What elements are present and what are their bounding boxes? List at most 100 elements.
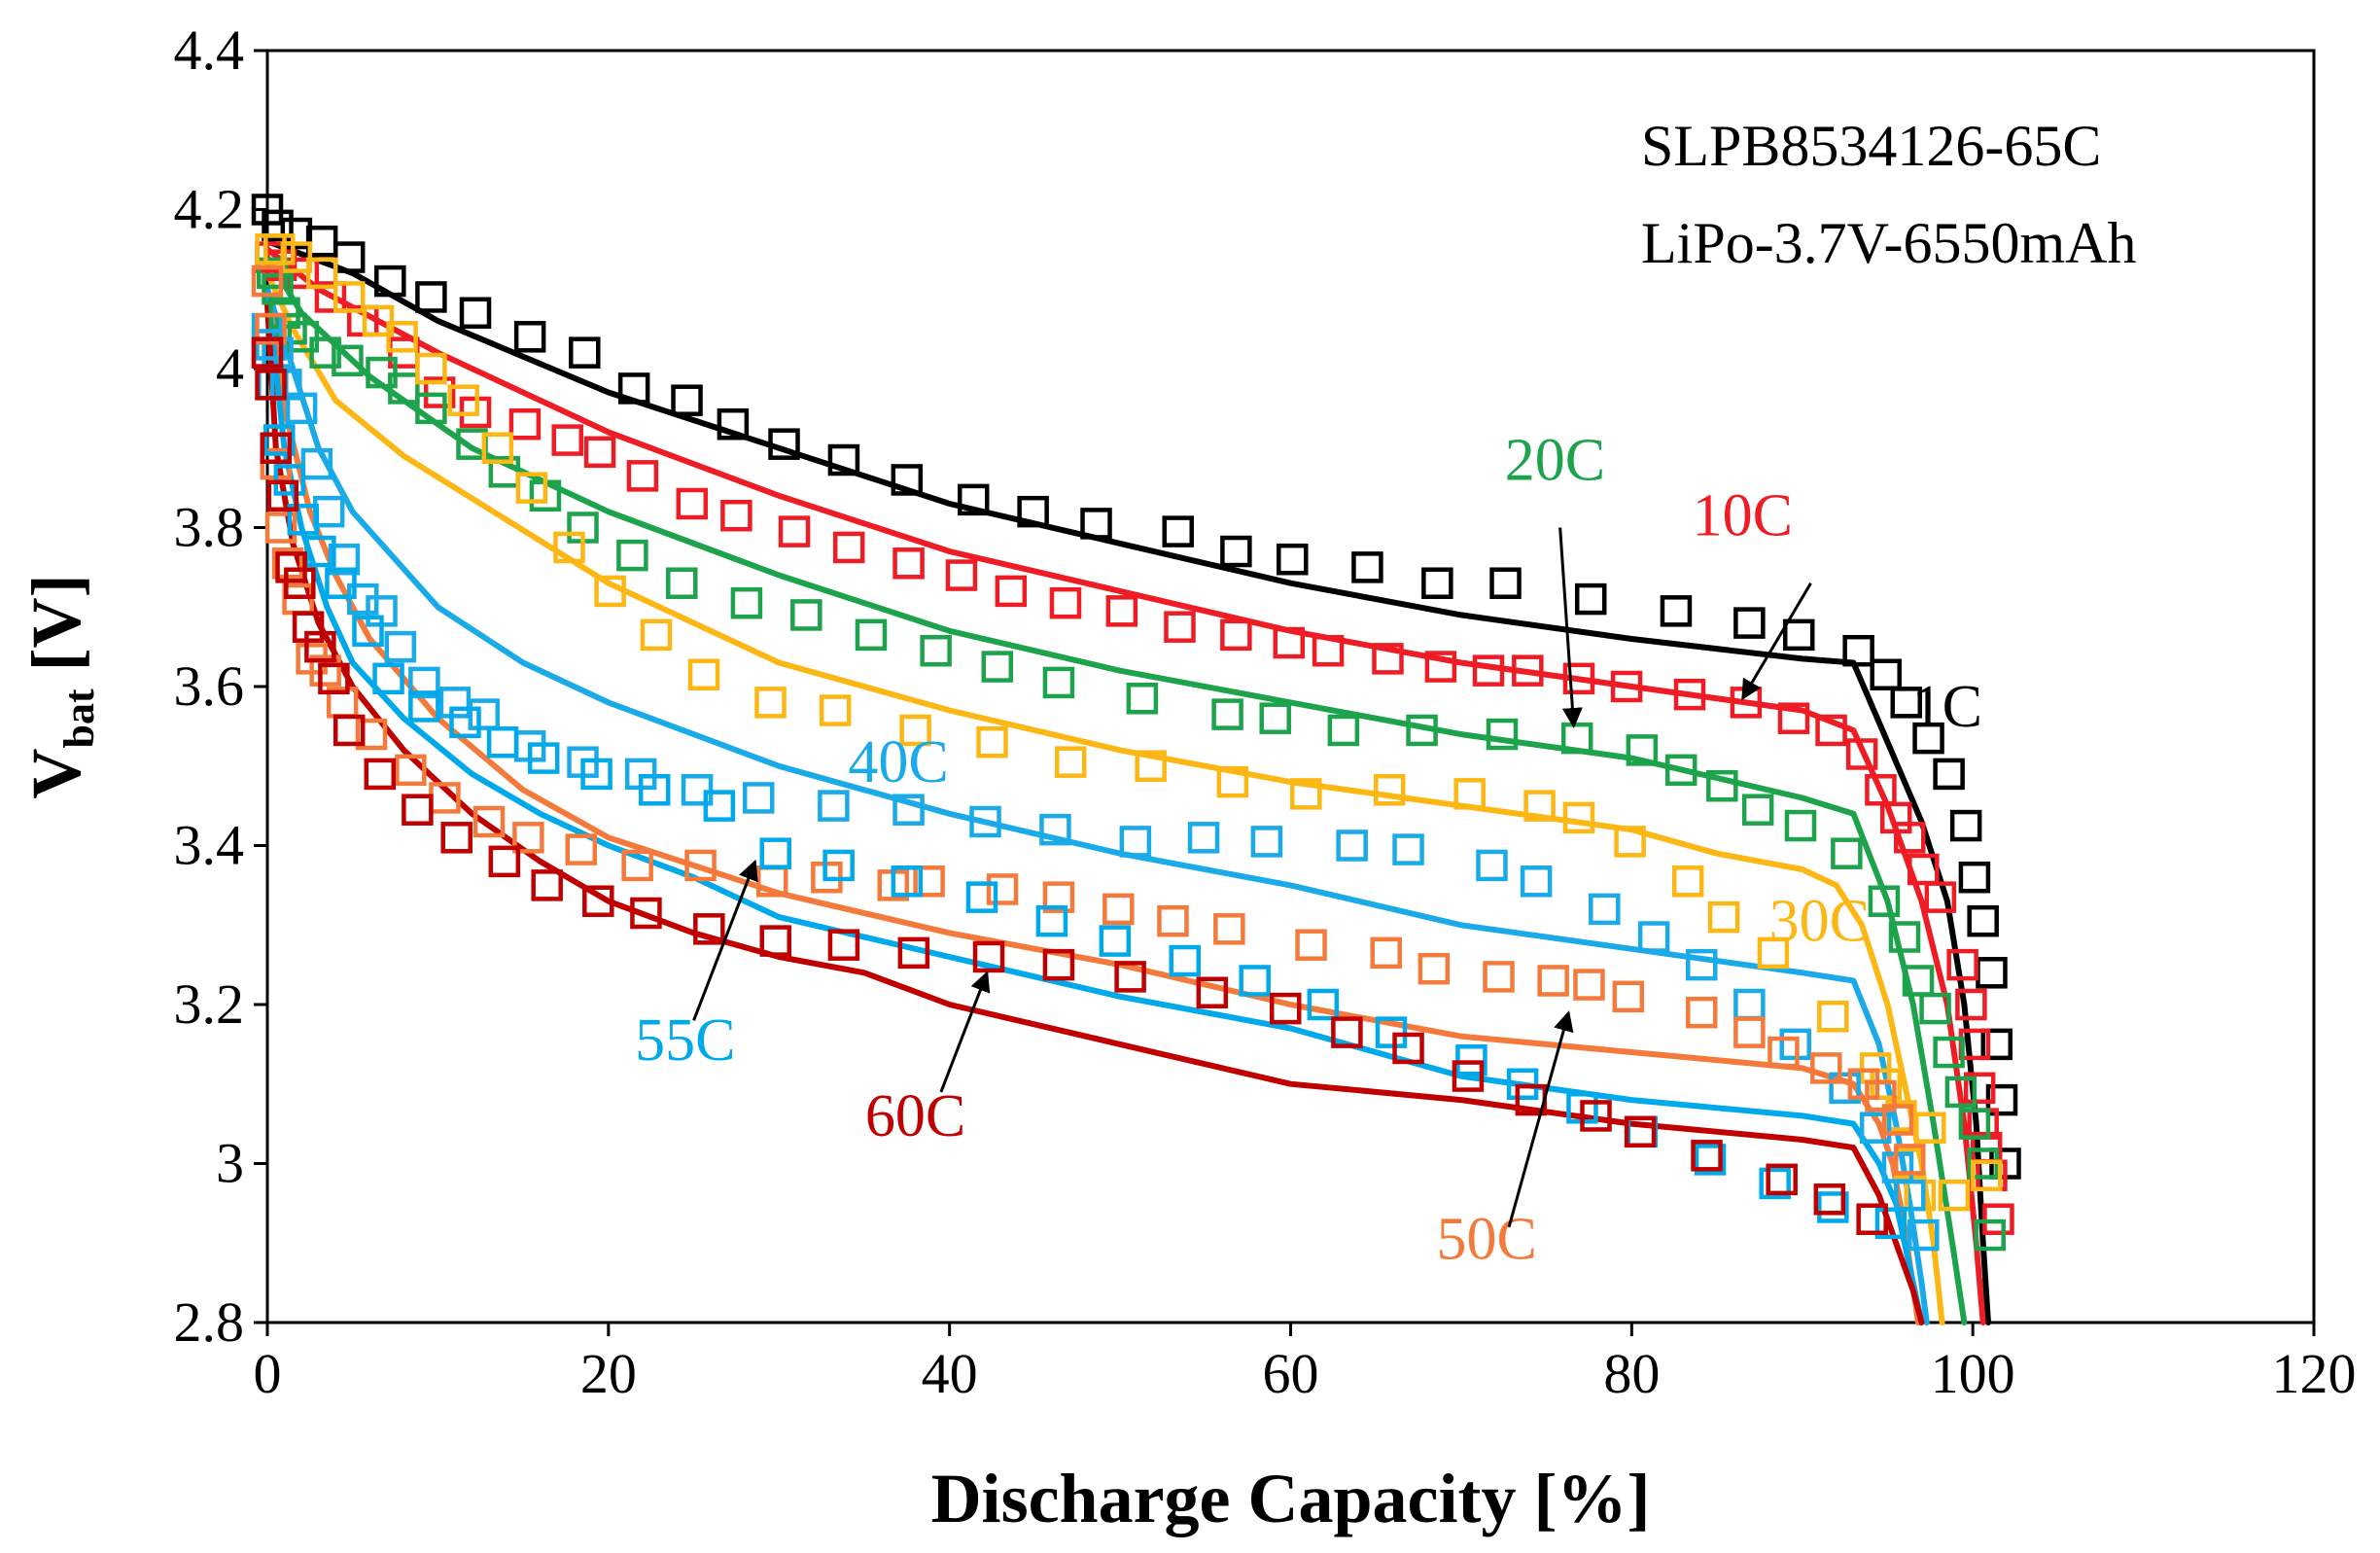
measured-point-55c: [352, 615, 384, 648]
measured-point-55c: [1455, 1043, 1488, 1077]
battery-spec-label: LiPo-3.7V-6550mAh: [1641, 211, 2136, 275]
measured-point-10c: [1049, 586, 1082, 619]
measured-point-55c: [1817, 1191, 1849, 1223]
measured-point-60c: [1856, 1203, 1888, 1235]
model-line-50c: [264, 286, 1921, 1325]
measured-point-20c: [1626, 734, 1659, 766]
y-tick-label: 3.4: [174, 814, 245, 877]
measured-point-20c: [981, 651, 1014, 683]
measured-point-30c: [481, 432, 514, 464]
measured-point-20c: [1406, 714, 1438, 747]
series-label-30c: 30C: [1769, 889, 1870, 955]
model-lines-layer: [264, 238, 1991, 1325]
measured-point-10c: [1924, 881, 1957, 913]
measured-point-40c: [328, 543, 361, 576]
measured-point-50c: [512, 822, 544, 854]
measured-point-30c: [640, 618, 673, 652]
x-tick-label: 0: [254, 1342, 282, 1405]
measured-point-50c: [1483, 961, 1515, 993]
measured-point-1c: [1976, 957, 2008, 989]
measured-point-1c: [1080, 508, 1112, 540]
measured-point-40c: [818, 790, 850, 822]
measured-point-30c: [976, 725, 1008, 759]
measured-point-30c: [447, 384, 479, 416]
measured-point-30c: [263, 233, 296, 265]
measured-point-55c: [1099, 925, 1132, 957]
measured-point-20c: [616, 539, 648, 572]
measured-point-1c: [1351, 551, 1383, 583]
measured-point-30c: [305, 257, 338, 290]
measured-point-1c: [569, 336, 601, 369]
measured-point-20c: [262, 273, 294, 305]
measured-point-60c: [1624, 1115, 1657, 1148]
measured-point-55c: [703, 790, 736, 822]
measured-point-40c: [1039, 813, 1071, 846]
measured-point-1c: [957, 483, 990, 516]
measured-point-20c: [1741, 794, 1774, 826]
measured-point-10c: [1472, 654, 1505, 687]
measured-point-40c: [285, 392, 318, 425]
measured-point-60c: [364, 758, 397, 791]
measured-point-1c: [768, 428, 800, 460]
measured-point-30c: [280, 241, 313, 273]
measured-point-50c: [264, 512, 298, 544]
measured-point-50c: [1686, 996, 1718, 1029]
measured-point-55c: [891, 865, 924, 898]
measured-point-60c: [1766, 1163, 1798, 1196]
measured-point-50c: [1894, 1144, 1926, 1176]
series-label-10c: 10C: [1693, 483, 1793, 549]
measured-point-10c: [1273, 626, 1305, 659]
measured-point-1c: [1967, 904, 1999, 937]
measured-point-60c: [759, 925, 791, 957]
measured-point-40c: [969, 805, 1001, 838]
measured-point-20c: [332, 344, 364, 377]
measured-point-1c: [374, 265, 406, 298]
measured-point-20c: [257, 257, 289, 290]
measured-point-60c: [1269, 992, 1302, 1025]
measured-point-50c: [1733, 1016, 1766, 1048]
measured-point-55c: [263, 424, 296, 456]
measured-point-20c: [1902, 965, 1935, 997]
measured-point-55c: [1506, 1068, 1539, 1100]
measured-point-20c: [366, 356, 398, 389]
model-line-20c: [264, 254, 1968, 1325]
measured-point-55c: [408, 690, 440, 723]
measured-point-40c: [1187, 822, 1220, 854]
measured-point-55c: [325, 567, 357, 599]
measured-point-55c: [273, 464, 306, 496]
y-axis-title-main: V: [18, 749, 95, 799]
measured-point-30c: [1614, 826, 1646, 858]
measured-point-30c: [1290, 778, 1322, 810]
measured-point-50c: [1418, 952, 1451, 985]
measured-point-10c: [1955, 988, 1987, 1021]
measured-point-55c: [287, 504, 320, 536]
y-tick-label: 4.4: [174, 18, 245, 82]
measured-point-10c: [1815, 714, 1847, 747]
measured-point-50c: [1157, 904, 1189, 937]
measured-markers-layer: [251, 194, 2021, 1252]
measured-point-20c: [1944, 1076, 1978, 1109]
measured-point-60c: [402, 794, 434, 826]
measured-point-10c: [832, 531, 865, 564]
measured-point-1c: [1980, 1028, 2012, 1061]
measured-point-40c: [1894, 1179, 1926, 1212]
measured-point-10c: [720, 499, 752, 532]
measured-point-60c: [260, 432, 293, 464]
measured-point-10c: [778, 515, 811, 547]
measured-point-1c: [1912, 722, 1944, 755]
measured-point-50c: [1768, 1036, 1800, 1069]
measured-point-50c: [1810, 1052, 1842, 1084]
measured-point-60c: [972, 940, 1005, 973]
annotation-arrow: [692, 859, 758, 1021]
measured-point-50c: [1573, 969, 1605, 1001]
x-tick-label: 60: [1263, 1342, 1319, 1405]
measured-point-10c: [1312, 634, 1345, 667]
measured-point-60c: [1452, 1060, 1485, 1092]
y-axis-title-unit: [V]: [18, 574, 95, 688]
measured-point-10c: [945, 559, 978, 591]
measured-point-60c: [531, 869, 563, 901]
measured-point-40c: [1733, 988, 1766, 1021]
measured-point-10c: [1562, 662, 1595, 695]
measured-point-20c: [1211, 698, 1243, 730]
measured-point-1c: [1277, 543, 1309, 576]
